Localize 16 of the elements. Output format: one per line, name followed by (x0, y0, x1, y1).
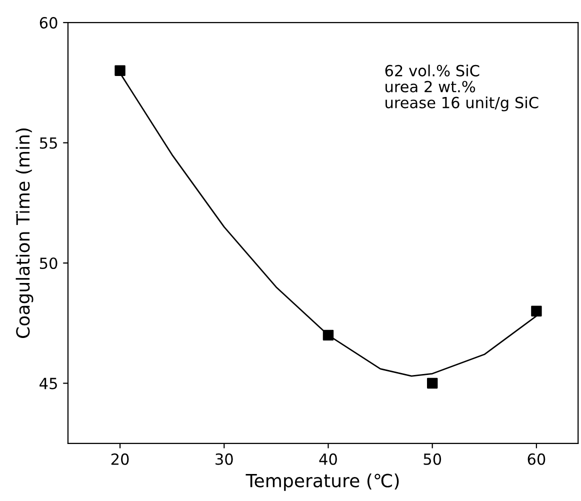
y-axis-title: Coagulation Time (min) (16, 128, 34, 338)
x-tick-label: 50 (424, 453, 442, 465)
x-tick-label: 20 (111, 453, 129, 465)
x-tick-label: 60 (528, 453, 546, 465)
y-tick-label: 55 (40, 137, 57, 149)
x-tick-label: 30 (216, 453, 233, 465)
y-tick-label: 45 (40, 378, 57, 390)
y-tick-label: 50 (40, 257, 58, 270)
y-tick-label: 60 (40, 17, 58, 29)
point (426, 378, 438, 389)
x-tick-label: 40 (319, 453, 337, 465)
point (114, 65, 126, 76)
point (531, 306, 542, 316)
annotation: 62 vol.% SiC urea 2 wt.% urease 16 unit/g SiC (385, 64, 538, 112)
x-axis-title: Temperature (℃) (246, 473, 399, 491)
point (322, 330, 334, 341)
